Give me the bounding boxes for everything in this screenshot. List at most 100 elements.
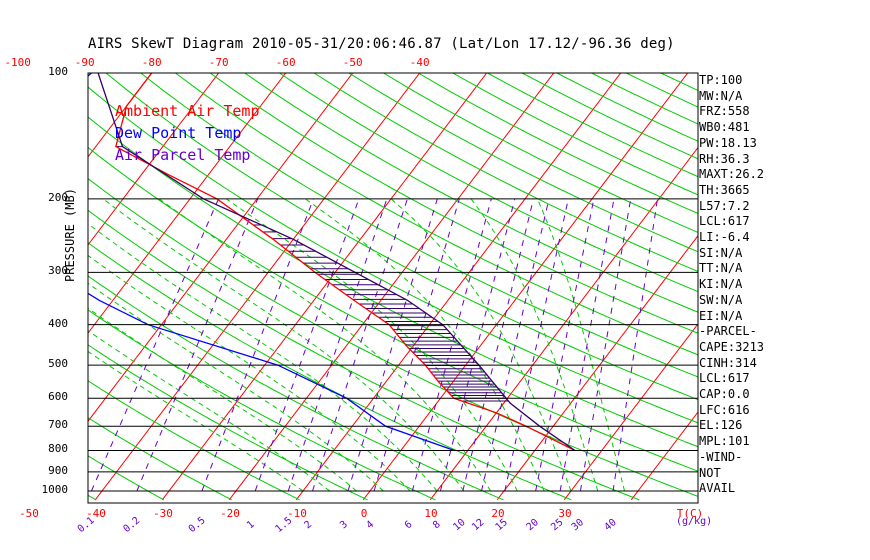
mixing-ratio-tick: 6 (403, 519, 415, 531)
stat-line: EI:N/A (699, 308, 743, 323)
mixing-ratio-line (287, 198, 388, 492)
mixing-ratio-tick: 4 (364, 519, 376, 531)
mixing-ratio-line (90, 198, 219, 492)
isotherm-line (88, 73, 287, 334)
dry-adiabat-line (139, 73, 698, 378)
tick-labels: -50-40-30-20-100102030T(C)-120-110-100-9… (4, 56, 712, 535)
stat-line: NOT (699, 465, 721, 480)
pressure-tick-label: 500 (48, 357, 68, 371)
dry-adiabat-line (88, 455, 165, 501)
stat-line: LCL:617 (699, 371, 750, 386)
stat-line: MPL:101 (699, 434, 750, 449)
pressure-tick-label: 1000 (41, 483, 69, 496)
dry-adiabat-line (88, 309, 436, 501)
bottom-temp-tick: 30 (558, 507, 571, 520)
top-temp-tick: -60 (276, 56, 296, 69)
stat-line: SI:N/A (699, 245, 743, 260)
mixing-ratio-tick: 30 (570, 517, 586, 533)
bottom-temp-tick: 0 (361, 507, 368, 520)
dry-adiabat-line (105, 73, 698, 401)
top-temp-tick: -100 (4, 56, 31, 69)
mixing-ratio-line (312, 198, 408, 492)
isotherm-line (362, 73, 689, 501)
isotherm-line (563, 323, 698, 501)
stat-line: MAXT:26.2 (699, 167, 765, 182)
isotherm-line (228, 73, 555, 501)
stat-line: -PARCEL- (699, 324, 757, 339)
stat-line: FRZ:558 (699, 104, 750, 119)
moist-adiabat-line (88, 223, 438, 492)
dry-adiabat-line (88, 344, 368, 501)
isotherm-line (295, 73, 622, 501)
mixing-ratio-line (535, 198, 595, 492)
isotherm-line (88, 73, 153, 158)
mixing-ratio-line (579, 198, 632, 492)
dry-adiabat-line (521, 73, 698, 160)
cape-hatching (115, 146, 509, 402)
mixing-ratio-tick: 20 (525, 517, 541, 533)
stat-line: RH:36.3 (699, 151, 750, 166)
isotherm-line (94, 73, 421, 501)
stat-line: -WIND- (699, 449, 743, 464)
top-temp-tick: -50 (343, 56, 363, 69)
stat-line: MW:N/A (699, 88, 743, 103)
isotherm-line (88, 73, 220, 246)
mixing-ratio-line (254, 198, 360, 492)
bottom-temp-tick: -50 (19, 507, 39, 520)
dry-adiabat-line (555, 73, 698, 142)
mixing-ratio-line (612, 198, 659, 492)
stat-line: CAP:0.0 (699, 387, 750, 401)
legend-ambient: Ambient Air Temp (115, 102, 260, 120)
stat-line: TT:N/A (699, 261, 743, 276)
mixing-ratio-line (462, 198, 534, 492)
dry-adiabat-line (88, 275, 504, 501)
mixing-ratio-line (373, 198, 460, 492)
mixing-ratio-line (347, 198, 438, 492)
stat-line: EL:126 (699, 418, 743, 433)
dry-adiabat-line (88, 242, 572, 501)
pressure-tick-label: 300 (48, 264, 68, 278)
stat-line: CINH:314 (699, 355, 757, 370)
mixing-ratio-line (136, 198, 259, 492)
mixing-ratio-tick: 8 (431, 519, 443, 531)
dry-adiabat-line (278, 73, 698, 293)
stat-line: TH:3665 (699, 182, 750, 197)
mixing-ratio-tick: 10 (451, 517, 467, 533)
pressure-tick-label: 800 (48, 442, 68, 456)
bottom-temp-tick: -20 (220, 507, 240, 520)
bottom-temp-tick: 20 (491, 507, 504, 520)
mixing-ratio-tick: 1 (245, 519, 257, 531)
isotherm-line (630, 411, 698, 501)
profile-lines (88, 73, 576, 452)
stat-line: LI:-6.4 (699, 230, 750, 244)
isotherm-line (496, 234, 698, 501)
dry-adiabat-line (88, 417, 232, 501)
dry-adiabat-line (88, 177, 698, 497)
moist-adiabat-line (158, 198, 492, 492)
pressure-tick-label: 700 (48, 418, 68, 432)
dry-adiabat-line (174, 73, 698, 356)
mixing-ratio-tick: 0.2 (121, 515, 142, 535)
bottom-temp-tick: -10 (287, 507, 307, 520)
dry-adiabat-line (88, 86, 698, 424)
isotherm-line (161, 73, 488, 501)
plot-frame (87, 72, 699, 504)
mixing-ratio-line (504, 198, 569, 492)
pressure-tick-label: 100 (48, 65, 68, 78)
top-temp-tick: -90 (75, 56, 95, 69)
legend-parcel: Air Parcel Temp (115, 146, 251, 164)
dry-adiabat-line (88, 209, 640, 501)
pressure-tick-label: 400 (48, 316, 68, 330)
bottom-temp-tick: -40 (86, 507, 106, 520)
stat-line: PW:18.13 (699, 135, 757, 150)
stat-line: SW:N/A (699, 292, 743, 307)
stat-line: TP:100 (699, 73, 743, 87)
chart-title: AIRS SkewT Diagram 2010-05-31/20:06:46.8… (88, 36, 675, 52)
pressure-tick-label: 600 (48, 390, 68, 404)
dewpoint-line (88, 73, 455, 452)
top-temp-tick: -80 (142, 56, 162, 69)
mixing-ratio-tick: 40 (603, 517, 619, 533)
dry-adiabat-line (88, 380, 300, 501)
mixing-ratio-unit: (g/kg) (676, 516, 712, 527)
